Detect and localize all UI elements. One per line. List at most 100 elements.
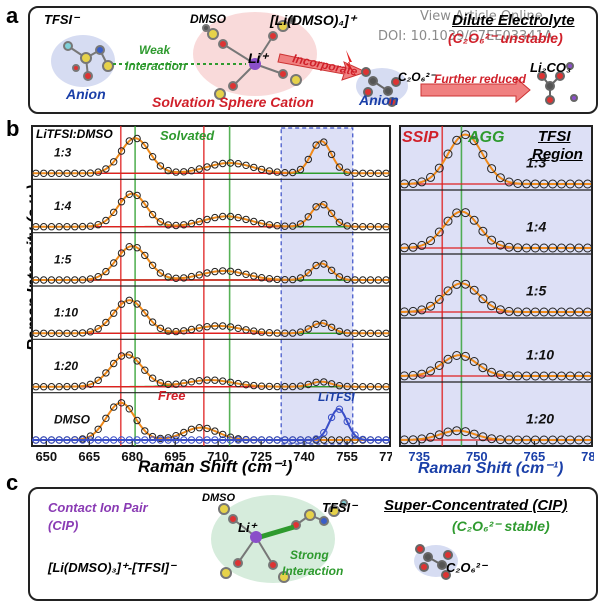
x-tick-label: 665 [78,449,100,464]
data-point [374,276,382,284]
data-point [443,354,453,364]
data-point [304,155,312,164]
data-point [172,380,180,388]
data-point [156,269,165,277]
x-tick-label: 780 [581,449,594,464]
data-point [452,426,462,436]
data-point [250,381,258,390]
data-point [172,221,180,230]
data-point [203,163,211,171]
data-point [180,221,188,229]
data-point [148,374,157,382]
data-point [399,435,409,445]
data-point [281,329,289,337]
data-point [327,436,336,444]
panel-a-letter: a [6,3,19,28]
data-point [495,435,505,445]
data-point [234,160,242,168]
data-point [102,414,110,422]
data-point [557,307,566,317]
data-point [530,435,540,445]
envelope-curve [32,353,390,388]
series-label: 1:20 [526,411,554,427]
series-label: 1:10 [526,347,554,363]
data-point [180,379,188,387]
c2o6-molecule-icon-c [415,544,453,580]
data-point [250,217,258,226]
data-point [117,198,126,206]
data-point [211,161,219,169]
data-point [133,357,141,365]
data-point [359,435,367,444]
data-point [452,351,462,360]
data-point [327,323,336,332]
data-point [71,223,79,231]
data-point [359,223,367,231]
data-point [478,294,488,304]
data-point [273,329,281,337]
data-point [539,243,549,253]
data-point [461,351,470,361]
data-point [187,436,196,444]
c2o6-label: C₂O₆²⁻ [398,70,436,84]
data-point [195,217,204,226]
data-point [257,382,266,390]
envelope-curve [32,245,390,281]
data-point [110,208,118,217]
data-point [40,223,48,231]
data-point [148,318,157,326]
data-point [495,240,505,250]
data-point [219,322,227,330]
data-point [234,324,242,333]
dmso-label: DMSO [190,12,226,26]
data-point [351,276,359,284]
data-point [574,307,584,317]
data-point [71,436,79,444]
data-point [513,371,523,381]
data-point [203,376,211,384]
data-point [94,325,102,333]
data-point [242,326,250,334]
data-point [583,435,593,445]
data-point [257,274,266,282]
x-tick-label: 725 [250,449,272,464]
data-point [47,223,56,231]
envelope-curve [400,210,592,249]
data-point [195,424,204,432]
data-point [374,329,382,338]
data-point [351,329,359,338]
data-point [110,309,118,317]
data-point [312,261,320,270]
data-point [469,285,479,295]
data-point [141,427,149,435]
data-point [250,163,258,172]
data-point [382,223,390,231]
data-point [327,150,336,159]
data-point [102,216,110,225]
data-point [172,327,180,336]
data-point [32,169,40,177]
data-point [63,382,71,391]
data-point [226,267,235,276]
x-tick-label: 680 [121,449,143,464]
watermark-line1: View Article Online [420,9,543,24]
data-point [133,416,141,425]
x-tick-label: 710 [207,449,229,464]
data-point [117,147,126,155]
data-point [539,307,549,317]
data-point [94,425,102,433]
data-point [574,243,584,253]
tfsi-label-c: TFSI⁻ [322,500,358,515]
envelope-curve [32,401,390,441]
data-point [55,223,63,231]
data-point [366,223,375,231]
series-label: DMSO [54,412,91,426]
data-point [583,243,593,253]
data-point [219,430,227,439]
data-point [417,177,427,187]
data-point [327,209,336,218]
data-point [469,215,479,225]
data-point [478,226,488,236]
data-point [513,435,523,445]
data-point [399,307,409,317]
